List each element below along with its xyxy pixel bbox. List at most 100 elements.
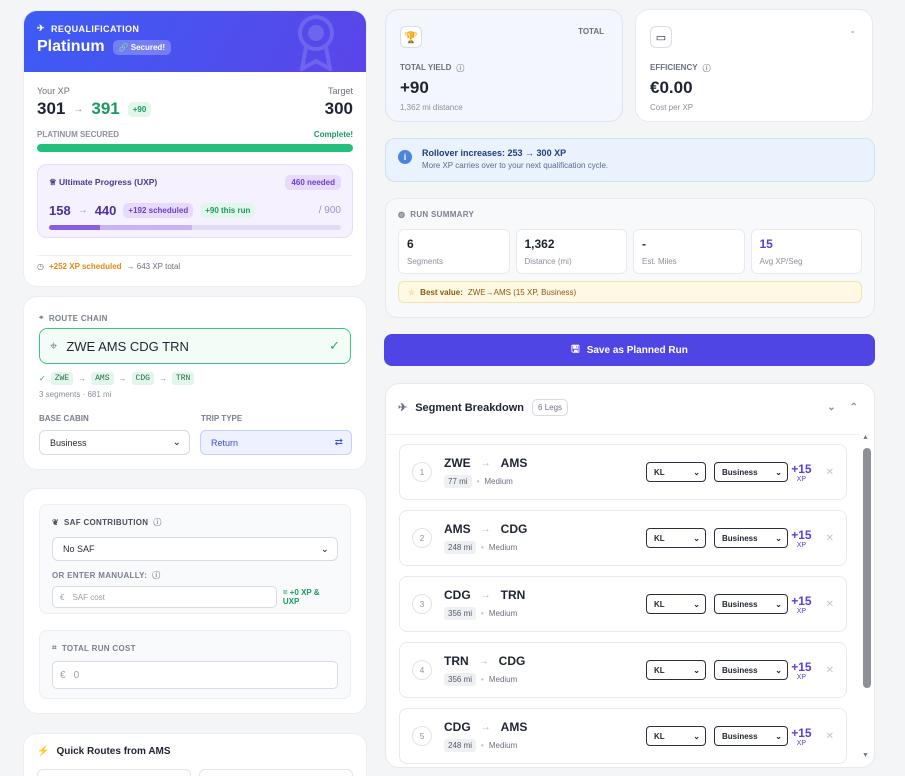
remove-segment-icon[interactable]: ✕ [825,466,834,478]
trip-type-label: TRIP TYPE [201,414,243,423]
scroll-up-icon[interactable]: ▲ [862,434,869,441]
best-value-text: ZWE→AMS (15 XP, Business) [467,287,577,297]
base-cabin-value: Business [50,437,87,448]
secured-badge-text: Secured! [130,42,165,52]
remove-segment-icon[interactable]: ✕ [825,532,834,544]
save-icon: 🖫 [571,343,580,355]
cabin-value: Business [722,467,758,477]
uxp-current: 158 [49,203,71,218]
remove-segment-icon[interactable]: ✕ [825,664,834,676]
tier-row: Platinum 🔗 Secured! [37,38,353,56]
segment-xp: +15 XP [791,660,811,681]
segment-distance: 248 mi [444,541,477,554]
uxp-values: 158 → 440 +192 scheduled +90 this run / … [49,203,341,218]
run-summary-label: RUN SUMMARY [410,210,475,219]
saf-select[interactable]: No SAF ⌄ [52,537,338,561]
run-summary-card: ◍ RUN SUMMARY 6 Segments 1,362 Distance (m… [385,198,875,318]
segment-controls: ⌄ ⌃ [827,402,858,413]
efficiency-tag: - [851,27,854,36]
remove-segment-icon[interactable]: ✕ [825,598,834,610]
segment-main: TRN → CDG 356 mi • Medium [444,654,604,686]
globe-icon: ◍ [398,210,406,219]
scheduled-row: ◷ +252 XP scheduled → 643 XP total [37,255,353,271]
separator-dot: • [481,741,484,750]
saf-cost-input[interactable]: € SAF cost [52,586,277,608]
quick-routes-title: Quick Routes from AMS [56,746,171,757]
summary-cell-label: Avg XP/Seg [759,257,803,266]
segment-haul: Medium [488,543,518,552]
uxp-box: ♕ Ultimate Progress (UXP) 460 needed 158… [37,164,353,238]
airline-select[interactable]: KL ⌄ [646,594,706,614]
route-chain: ✓ ZWE → AMS → CDG → TRN [39,372,195,385]
info-icon: ⓘ [456,64,465,73]
scheduled-total: → 643 XP total [126,262,181,271]
efficiency-value: €0.00 [650,78,693,97]
cabin-select[interactable]: Business ⌄ [714,594,788,614]
chevron-down-icon: ⌄ [775,665,782,675]
segment-xp: +15 XP [791,528,811,549]
cabin-value: Business [722,731,758,741]
scrollbar-thumb[interactable] [863,448,871,688]
route-input[interactable]: ⌖ ZWE AMS CDG TRN ✓ [39,328,351,364]
segment-xp-unit: XP [796,475,807,483]
info-icon: ⓘ [702,64,711,73]
segment-to: CDG [498,654,526,668]
uxp-progress-current [49,225,101,230]
uxp-needed-pill: 460 needed [285,175,341,190]
target-value: 300 [324,99,353,118]
trip-type-toggle[interactable]: Return ⇄ [200,430,352,455]
best-value-banner: ☆ Best value: ZWE→AMS (15 XP, Business) [398,281,862,303]
airline-select[interactable]: KL ⌄ [646,726,706,746]
cabin-select[interactable]: Business ⌄ [714,462,788,482]
total-cost-input[interactable]: € 0 [52,661,338,689]
segment-xp-value: +15 [791,461,812,476]
route-summary: 3 segments · 681 mi [39,390,112,399]
chain-chip: ZWE [50,372,74,385]
run-summary-label-row: ◍ RUN SUMMARY [398,210,862,219]
base-cabin-select[interactable]: Business ⌄ [39,430,190,455]
info-icon: ⓘ [153,518,162,527]
quick-routes-header: ⚡ Quick Routes from AMS [37,746,171,757]
cabin-select[interactable]: Business ⌄ [714,726,788,746]
chain-chip: TRN [171,372,195,385]
separator-dot: • [481,609,484,618]
remove-segment-icon[interactable]: ✕ [825,730,834,742]
scrollbar[interactable]: ▲ ▼ [862,434,871,759]
quick-route-button[interactable] [199,769,353,776]
collapse-all-icon[interactable]: ⌄ [827,402,836,413]
summary-cell: - Est. Miles [633,229,745,274]
quick-route-button[interactable] [37,769,191,776]
route-chain-label: ROUTE CHAIN [48,313,108,323]
segment-distance: 356 mi [444,607,477,620]
airline-select[interactable]: KL ⌄ [646,660,706,680]
requalification-label-row: ✈ REQUALIFICATION [37,23,353,34]
manual-row: € SAF cost = +0 XP & UXP [52,586,338,608]
currency-symbol: € [60,592,65,602]
segment-main: ZWE → AMS 77 mi • Medium [444,456,604,488]
segment-number: 1 [412,462,432,482]
segment-row: 4 TRN → CDG 356 mi • Medium KL ⌄ Business ⌄ +15 XP ✕ [399,642,847,698]
airline-select[interactable]: KL ⌄ [646,462,706,482]
total-yield-value: +90 [400,78,429,97]
manual-label: OR ENTER MANUALLY: [52,571,148,580]
save-planned-run-button[interactable]: 🖫 Save as Planned Run [384,334,875,366]
separator-dot: • [476,477,480,486]
cabin-select[interactable]: Business ⌄ [714,660,788,680]
save-button-label: Save as Planned Run [586,344,688,356]
total-cost-placeholder: 0 [73,669,80,681]
segment-row: 2 AMS → CDG 248 mi • Medium KL ⌄ Business ⌄ +15 XP ✕ [399,510,847,566]
airline-select[interactable]: KL ⌄ [646,528,706,548]
summary-grid: 6 Segments 1,362 Distance (mi) - Est. Miles… [398,229,862,274]
legs-pill: 6 Legs [532,399,569,416]
arrow-right-icon: → [158,374,167,383]
info-icon: ⓘ [152,571,161,580]
chevron-down-icon: ⌄ [775,599,782,609]
segment-xp: +15 XP [791,726,811,747]
best-value-label: Best value: [420,287,463,297]
cabin-select[interactable]: Business ⌄ [714,528,788,548]
rollover-text: Rollover increases: 253 → 300 XP More XP… [422,148,608,172]
uxp-total: / 900 [318,205,341,216]
xp-row: Your XP 301 → 391 +90 Target 300 [37,86,353,119]
scroll-down-icon[interactable]: ▼ [862,752,869,759]
expand-all-icon[interactable]: ⌃ [849,402,858,413]
